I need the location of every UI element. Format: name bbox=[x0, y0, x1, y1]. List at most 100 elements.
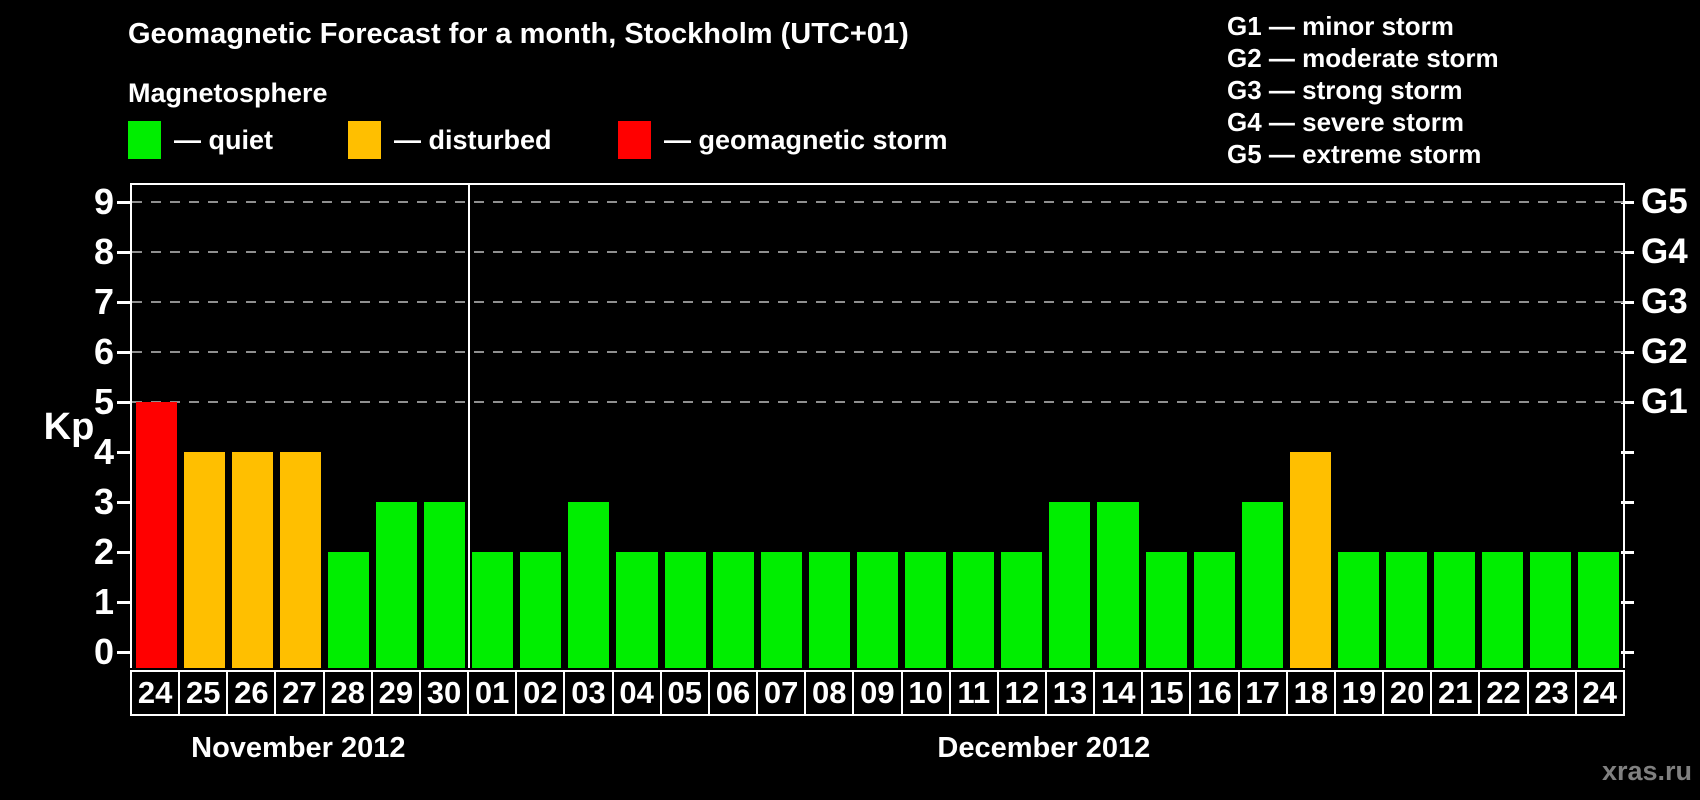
date-cell-dec-04: 04 bbox=[611, 670, 662, 716]
date-cell-nov-30: 30 bbox=[418, 670, 470, 716]
right-axis-label-g4: G4 bbox=[1641, 232, 1688, 271]
gridline-kp7 bbox=[132, 301, 1623, 303]
date-cell-nov-25: 25 bbox=[178, 670, 229, 716]
g-legend-line-g4: G4 — severe storm bbox=[1227, 107, 1465, 137]
date-cell-dec-16: 16 bbox=[1189, 670, 1240, 716]
y-tick-2 bbox=[117, 551, 130, 554]
y-tick-1 bbox=[117, 601, 130, 604]
date-cell-nov-24: 24 bbox=[130, 670, 181, 716]
g-legend-line-g2: G2 — moderate storm bbox=[1227, 43, 1499, 73]
bar-day-21 bbox=[1434, 552, 1476, 668]
gridline-kp9 bbox=[132, 201, 1623, 203]
legend-item-quiet: — quiet bbox=[128, 120, 273, 160]
y-tick-label-7: 7 bbox=[93, 281, 114, 322]
legend-label-storm: — geomagnetic storm bbox=[664, 124, 948, 155]
bar-day-07 bbox=[760, 552, 802, 668]
right-tick-5 bbox=[1621, 401, 1634, 404]
right-axis-label-g1: G1 bbox=[1641, 382, 1688, 421]
date-cell-dec-11: 11 bbox=[948, 670, 999, 716]
y-tick-3 bbox=[117, 501, 130, 504]
storm-color-swatch bbox=[618, 121, 651, 159]
date-cell-nov-28: 28 bbox=[322, 670, 373, 716]
legend-item-storm: — geomagnetic storm bbox=[618, 120, 948, 160]
watermark-xras: xras.ru bbox=[1601, 756, 1692, 786]
y-tick-label-6: 6 bbox=[93, 331, 114, 372]
bar-day-27 bbox=[279, 452, 321, 668]
bar-day-26 bbox=[231, 452, 273, 668]
date-cell-dec-05: 05 bbox=[659, 670, 710, 716]
date-cell-dec-18: 18 bbox=[1285, 670, 1336, 716]
y-tick-label-3: 3 bbox=[93, 481, 114, 522]
date-cell-dec-22: 22 bbox=[1478, 670, 1529, 716]
y-tick-label-1: 1 bbox=[93, 581, 114, 622]
gridline-kp5 bbox=[132, 401, 1623, 403]
y-tick-9 bbox=[117, 201, 130, 204]
date-cell-nov-29: 29 bbox=[370, 670, 421, 716]
bar-day-25 bbox=[183, 452, 225, 668]
bar-day-24 bbox=[135, 402, 177, 668]
date-cell-dec-01: 01 bbox=[467, 670, 518, 716]
date-cell-dec-14: 14 bbox=[1093, 670, 1144, 716]
y-tick-label-4: 4 bbox=[93, 431, 114, 472]
g-legend-line-g3: G3 — strong storm bbox=[1227, 75, 1463, 105]
date-cell-nov-27: 27 bbox=[274, 670, 325, 716]
y-tick-label-8: 8 bbox=[93, 231, 114, 272]
bar-day-17 bbox=[1241, 502, 1283, 668]
right-tick-7 bbox=[1621, 301, 1634, 304]
date-cell-dec-13: 13 bbox=[1044, 670, 1096, 716]
bar-day-24 bbox=[1578, 552, 1620, 668]
date-cell-dec-17: 17 bbox=[1237, 670, 1288, 716]
date-cell-dec-03: 03 bbox=[563, 670, 614, 716]
date-cell-dec-09: 09 bbox=[852, 670, 903, 716]
date-cell-dec-08: 08 bbox=[804, 670, 855, 716]
date-cell-dec-07: 07 bbox=[756, 670, 807, 716]
bar-day-18 bbox=[1289, 452, 1331, 668]
month-label-november: November 2012 bbox=[191, 732, 406, 764]
disturbed-color-swatch bbox=[348, 121, 381, 159]
bar-day-20 bbox=[1386, 552, 1428, 668]
y-tick-4 bbox=[117, 451, 130, 454]
right-tick-2 bbox=[1621, 551, 1634, 554]
date-cell-dec-23: 23 bbox=[1526, 670, 1577, 716]
right-axis-label-g3: G3 bbox=[1641, 282, 1688, 321]
bar-day-30 bbox=[424, 502, 466, 668]
legend-item-disturbed: — disturbed bbox=[348, 120, 552, 160]
magnetosphere-legend-heading: Magnetosphere bbox=[128, 78, 328, 108]
bar-day-12 bbox=[1001, 552, 1043, 668]
y-tick-label-5: 5 bbox=[93, 381, 114, 422]
date-cell-dec-20: 20 bbox=[1382, 670, 1433, 716]
legend-label-disturbed: — disturbed bbox=[394, 124, 552, 155]
plot-area bbox=[130, 183, 1625, 668]
right-tick-0 bbox=[1621, 651, 1634, 654]
date-cell-dec-21: 21 bbox=[1430, 670, 1481, 716]
bar-day-08 bbox=[808, 552, 850, 668]
y-tick-6 bbox=[117, 351, 130, 354]
month-separator bbox=[468, 185, 470, 668]
date-cell-dec-15: 15 bbox=[1141, 670, 1192, 716]
bar-day-02 bbox=[520, 552, 562, 668]
bar-day-13 bbox=[1049, 502, 1091, 668]
right-tick-4 bbox=[1621, 451, 1634, 454]
date-cell-dec-02: 02 bbox=[515, 670, 566, 716]
y-tick-7 bbox=[117, 301, 130, 304]
bar-day-14 bbox=[1097, 502, 1139, 668]
bar-day-15 bbox=[1145, 552, 1187, 668]
bar-day-28 bbox=[327, 552, 369, 668]
date-cell-nov-26: 26 bbox=[226, 670, 277, 716]
y-tick-label-2: 2 bbox=[93, 531, 114, 572]
g-legend-line-g1: G1 — minor storm bbox=[1227, 11, 1454, 41]
date-cell-dec-24: 24 bbox=[1574, 670, 1625, 716]
y-tick-label-0: 0 bbox=[93, 631, 114, 672]
date-cell-dec-10: 10 bbox=[900, 670, 951, 716]
bar-day-03 bbox=[568, 502, 610, 668]
chart-title: Geomagnetic Forecast for a month, Stockh… bbox=[128, 18, 909, 50]
bar-day-04 bbox=[616, 552, 658, 668]
right-tick-9 bbox=[1621, 201, 1634, 204]
right-tick-6 bbox=[1621, 351, 1634, 354]
date-axis-row: 24 25 26 27 28 29 30 01 02 03 04 05 06 07 08 09 10 11 12 13… bbox=[130, 670, 1625, 716]
month-label-december: December 2012 bbox=[937, 732, 1151, 764]
y-tick-0 bbox=[117, 651, 130, 654]
right-tick-8 bbox=[1621, 251, 1634, 254]
right-tick-3 bbox=[1621, 501, 1634, 504]
